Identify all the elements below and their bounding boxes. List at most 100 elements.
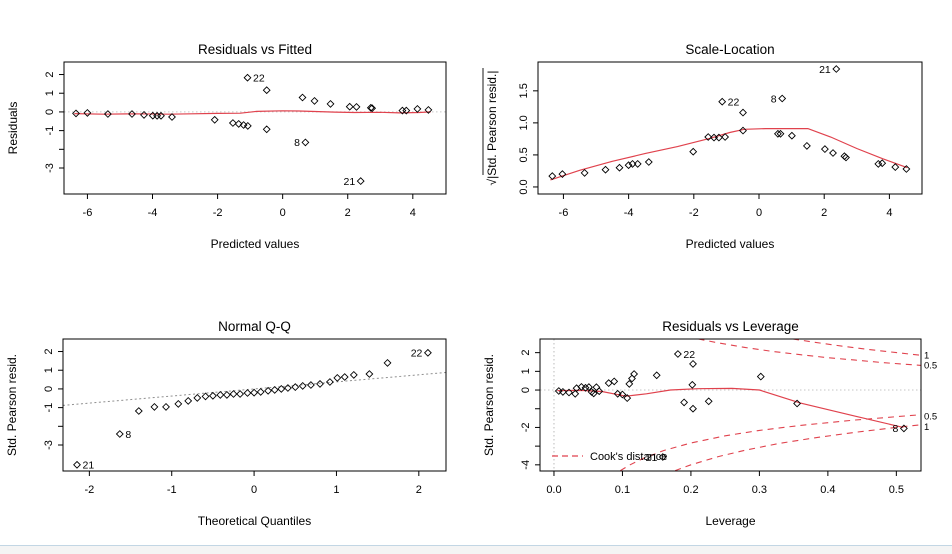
data-point xyxy=(325,378,334,386)
cooks-distance-legend-label: Cook's distance xyxy=(590,451,667,463)
y-tick-label: 0 xyxy=(43,386,55,392)
data-point xyxy=(689,359,697,368)
data-point xyxy=(216,390,225,399)
pane-bottom-edge xyxy=(0,545,952,554)
data-point xyxy=(157,111,165,120)
data-point xyxy=(310,96,319,105)
x-tick-label: 1 xyxy=(333,484,339,496)
data-point xyxy=(658,453,667,461)
data-point xyxy=(262,86,271,95)
data-point xyxy=(250,388,259,397)
data-point xyxy=(352,102,361,111)
point-label: 8 xyxy=(294,137,300,149)
data-point xyxy=(236,390,245,398)
data-point xyxy=(581,383,590,392)
data-point xyxy=(264,386,273,395)
data-point xyxy=(710,133,718,142)
data-point xyxy=(349,370,358,379)
smooth-line xyxy=(550,128,908,181)
point-label: 21 xyxy=(819,64,831,76)
y-tick-label: -3 xyxy=(43,440,55,450)
data-point xyxy=(193,393,202,402)
plot-title-p3: Normal Q-Q xyxy=(218,319,291,334)
data-point xyxy=(554,387,563,395)
y-axis-label: Residuals xyxy=(6,102,20,155)
data-point xyxy=(174,399,183,408)
y-tick-label: 0 xyxy=(520,387,532,393)
data-point xyxy=(424,105,433,114)
point-label: 8 xyxy=(893,423,899,435)
data-point xyxy=(778,94,787,103)
x-tick-label: -1 xyxy=(167,484,177,496)
data-point xyxy=(365,370,374,378)
data-point xyxy=(829,149,837,157)
data-point xyxy=(565,388,573,397)
contour-level-label: 1 xyxy=(924,350,929,361)
x-tick-label: 0.5 xyxy=(889,484,904,496)
contour-level-label: 0.5 xyxy=(924,412,937,423)
contour-level-label: 0.5 xyxy=(924,360,937,371)
data-point xyxy=(584,383,593,392)
x-tick-label: 0.2 xyxy=(683,484,698,496)
y-tick-label: -1 xyxy=(43,403,55,413)
plot-frame-p3 xyxy=(62,338,447,472)
plot-frame-p2 xyxy=(537,61,923,195)
x-axis-label: Predicted values xyxy=(211,237,300,251)
data-point xyxy=(673,350,682,358)
cooks-distance-contour xyxy=(698,339,921,366)
data-point xyxy=(333,373,342,382)
data-point xyxy=(256,387,265,396)
point-label: 21 xyxy=(344,176,356,188)
data-point xyxy=(624,161,633,170)
data-point xyxy=(228,119,237,127)
data-point xyxy=(628,374,636,383)
plot-frame-p4 xyxy=(539,338,922,472)
y-tick-label: -3 xyxy=(44,163,56,173)
data-point xyxy=(623,394,632,403)
plot-title-p4: Residuals vs Leverage xyxy=(662,319,799,334)
x-tick-label: 0.3 xyxy=(752,484,767,496)
data-point xyxy=(793,399,802,408)
data-point xyxy=(277,384,286,393)
y-tick-label: 1.5 xyxy=(518,83,530,98)
x-tick-label: -2 xyxy=(84,484,94,496)
data-point xyxy=(633,159,642,168)
data-point xyxy=(201,392,210,401)
point-label: 22 xyxy=(253,73,265,85)
plot-frame-p1 xyxy=(63,61,447,195)
y-tick-label: 1 xyxy=(520,368,532,374)
data-point xyxy=(210,115,219,124)
x-tick-label: -6 xyxy=(83,207,93,219)
x-axis-label: Predicted values xyxy=(686,237,775,251)
data-point xyxy=(168,113,176,121)
qq-reference-line xyxy=(63,371,446,406)
data-point xyxy=(773,129,782,138)
data-point xyxy=(134,407,143,415)
y-tick-label: -2 xyxy=(520,423,532,433)
smooth-line xyxy=(74,110,431,115)
data-point xyxy=(298,93,307,102)
data-point xyxy=(402,106,411,115)
data-point xyxy=(103,110,112,118)
data-point xyxy=(601,165,610,174)
data-point xyxy=(739,126,747,135)
data-point xyxy=(688,380,697,389)
data-point xyxy=(739,108,747,117)
data-point xyxy=(301,138,310,147)
data-point xyxy=(148,111,157,120)
data-point xyxy=(610,377,619,386)
data-point xyxy=(577,382,586,391)
point-label: 22 xyxy=(411,348,423,360)
x-tick-label: 0 xyxy=(251,484,257,496)
contour-level-label: 1 xyxy=(924,422,929,433)
data-point xyxy=(832,65,841,73)
data-point xyxy=(115,430,124,438)
data-point xyxy=(548,172,557,181)
x-tick-label: 0.0 xyxy=(546,484,561,496)
data-point xyxy=(652,371,661,380)
data-point xyxy=(704,397,713,406)
data-point xyxy=(140,110,148,119)
data-point xyxy=(73,460,81,469)
data-point xyxy=(787,131,796,140)
x-tick-label: 2 xyxy=(345,207,351,219)
